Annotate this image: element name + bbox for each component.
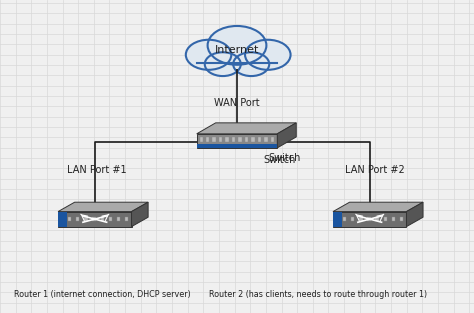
Bar	[375, 217, 379, 221]
Polygon shape	[197, 123, 296, 134]
Bar	[226, 137, 229, 142]
Text: LAN Port #2: LAN Port #2	[345, 165, 404, 175]
Bar	[76, 217, 80, 221]
Bar	[100, 217, 104, 221]
Bar	[271, 137, 274, 142]
Bar	[212, 137, 216, 142]
Polygon shape	[277, 123, 296, 148]
Polygon shape	[58, 212, 132, 227]
Polygon shape	[197, 134, 277, 148]
Polygon shape	[58, 202, 148, 212]
Bar	[109, 217, 112, 221]
Polygon shape	[197, 144, 277, 148]
Bar	[359, 217, 363, 221]
Text: Router 1 (internet connection, DHCP server): Router 1 (internet connection, DHCP serv…	[14, 290, 191, 299]
Bar	[392, 217, 395, 221]
Polygon shape	[407, 202, 423, 227]
Circle shape	[208, 26, 266, 65]
Text: Internet: Internet	[215, 45, 259, 55]
Text: WAN Port: WAN Port	[214, 98, 260, 108]
Bar	[117, 217, 120, 221]
Text: Router 2 (has clients, needs to route through router 1): Router 2 (has clients, needs to route th…	[209, 290, 427, 299]
Circle shape	[233, 52, 269, 76]
Text: LAN Port #1: LAN Port #1	[67, 165, 127, 175]
Bar	[68, 217, 71, 221]
Circle shape	[245, 40, 291, 70]
Bar	[251, 137, 255, 142]
Polygon shape	[132, 202, 148, 227]
Bar	[232, 137, 235, 142]
Polygon shape	[58, 212, 67, 227]
Bar	[245, 137, 248, 142]
Bar	[84, 217, 88, 221]
Bar	[125, 217, 128, 221]
Bar	[258, 137, 261, 142]
Text: Switch: Switch	[268, 153, 301, 163]
Polygon shape	[333, 202, 423, 212]
Bar	[92, 217, 96, 221]
Bar	[351, 217, 355, 221]
Text: Switch: Switch	[264, 155, 296, 165]
Bar	[190, 49, 284, 63]
Bar	[343, 217, 346, 221]
Polygon shape	[333, 212, 407, 227]
Bar	[219, 137, 222, 142]
Circle shape	[205, 52, 241, 76]
Bar	[264, 137, 267, 142]
Bar	[206, 137, 210, 142]
Polygon shape	[333, 212, 342, 227]
Circle shape	[186, 40, 231, 70]
Bar	[400, 217, 403, 221]
Bar	[200, 137, 203, 142]
Bar	[383, 217, 387, 221]
Bar	[238, 137, 242, 142]
Bar	[367, 217, 371, 221]
